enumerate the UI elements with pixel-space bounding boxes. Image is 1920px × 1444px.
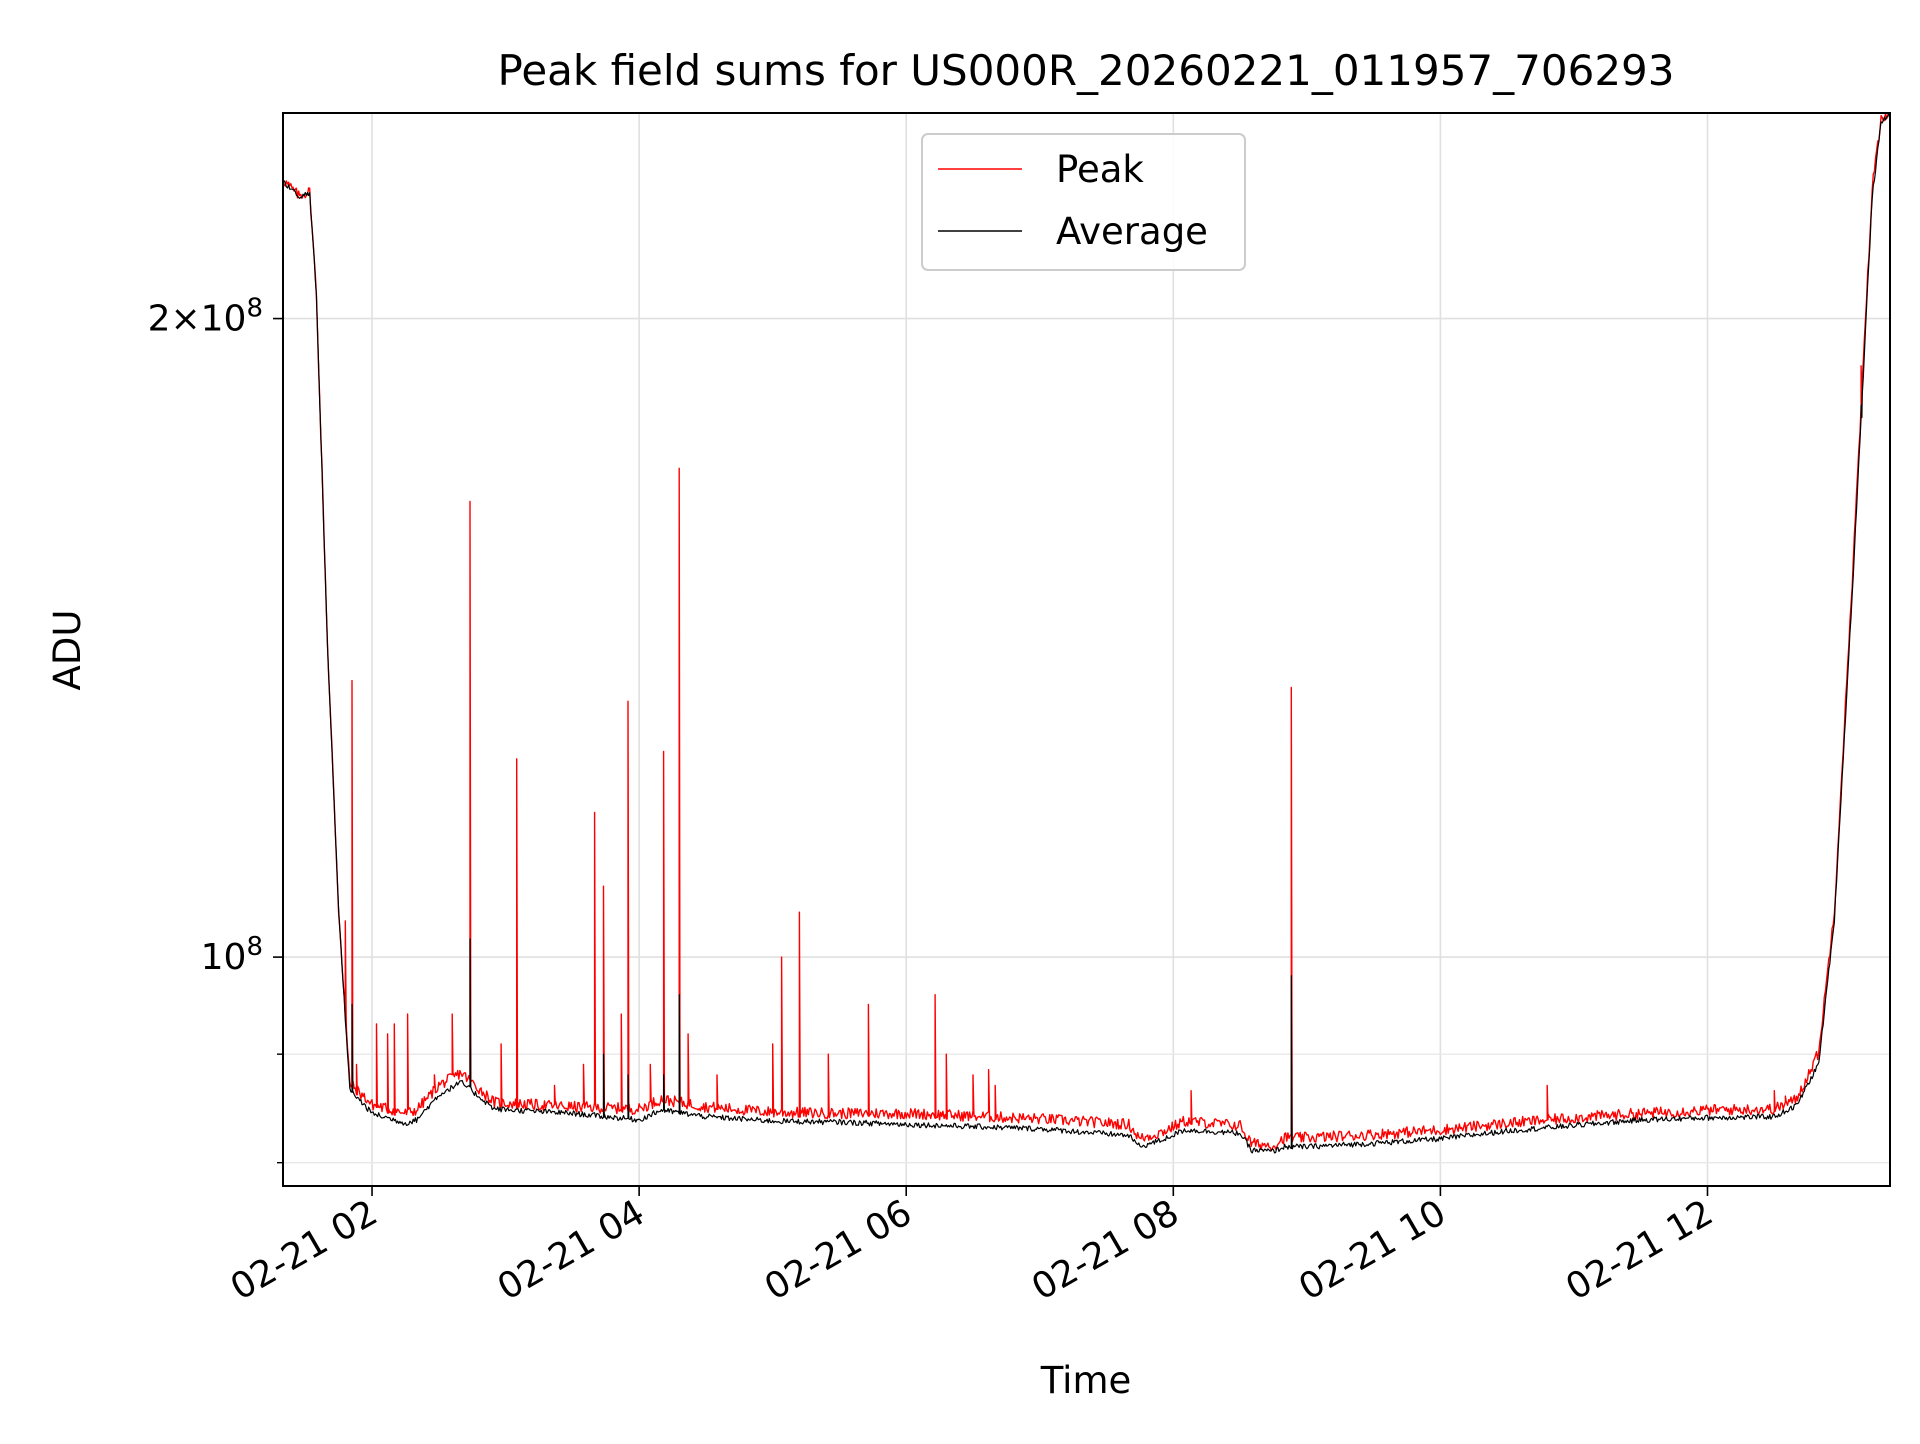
axes-frame: [282, 112, 1891, 1187]
x-axis-label: Time: [1040, 1359, 1132, 1402]
chart-title: Peak field sums for US000R_20260221_0119…: [498, 46, 1675, 95]
legend-label-peak: Peak: [1056, 148, 1144, 191]
grid: [283, 113, 1890, 1186]
series-layer: [282, 112, 1891, 1154]
series-line-average: [282, 112, 1891, 1154]
legend-box: [921, 133, 1246, 271]
y-tick-label: 2×108: [148, 294, 263, 340]
series-line-peak: [282, 112, 1891, 1152]
y-axis-label: ADU: [46, 610, 89, 691]
legend: Peak Average: [921, 133, 1246, 271]
y-tick-label: 108: [201, 932, 263, 978]
legend-label-average: Average: [1056, 210, 1208, 253]
